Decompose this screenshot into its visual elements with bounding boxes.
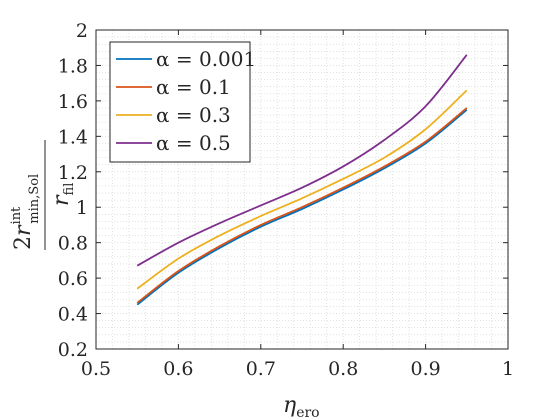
y-label-symbol: r — [11, 224, 36, 236]
y-label-subscript: min,Sol — [27, 174, 42, 224]
x-tick-label: 0.7 — [246, 358, 276, 380]
y-tick-label: 0.2 — [58, 339, 88, 361]
y-tick-label: 1 — [76, 197, 88, 219]
series-line-1 — [136, 109, 468, 306]
y-label-denominator-symbol: r — [49, 194, 74, 206]
y-tick-label: 2 — [76, 20, 88, 42]
y-axis: 0.2 0.4 0.6 0.8 1 1.2 1.4 1.6 1.8 2 — [58, 20, 508, 361]
x-label-subscript: ero — [296, 405, 319, 420]
y-label-denominator-subscript: fil — [62, 183, 77, 196]
series-line-2 — [136, 107, 468, 304]
y-tick-label: 1.8 — [58, 55, 88, 77]
x-label-symbol: η — [283, 393, 296, 418]
y-axis-label: 2rint min,Sol rfil — [9, 140, 77, 250]
y-tick-label: 1.2 — [58, 162, 88, 184]
y-tick-label: 1.4 — [58, 126, 88, 148]
legend-label: α = 0.1 — [156, 75, 231, 99]
legend-label: α = 0.001 — [156, 47, 256, 71]
legend: α = 0.001 α = 0.1 α = 0.3 α = 0.5 — [109, 41, 256, 163]
y-tick-label: 0.6 — [58, 268, 88, 290]
plot-frame — [95, 29, 509, 350]
x-tick-label: 0.8 — [328, 358, 358, 380]
x-axis: 0.5 0.6 0.7 0.8 0.9 1 — [81, 30, 514, 380]
y-tick-label: 0.8 — [58, 233, 88, 255]
y-tick-label: 1.6 — [58, 91, 88, 113]
x-tick-label: 0.5 — [81, 358, 111, 380]
x-tick-label: 0.9 — [410, 358, 440, 380]
series-line-4 — [136, 54, 468, 267]
series-lines — [136, 54, 468, 306]
series-line-3 — [136, 89, 468, 290]
x-axis-label: ηero — [283, 393, 320, 420]
legend-label: α = 0.5 — [156, 131, 231, 155]
x-tick-label: 0.6 — [163, 358, 193, 380]
y-label-numerator: 2rint min,Sol — [9, 174, 42, 250]
x-tick-label: 1 — [502, 358, 514, 380]
y-label-coef: 2 — [11, 236, 36, 250]
y-label-denominator: rfil — [49, 183, 77, 206]
legend-label: α = 0.3 — [156, 103, 231, 127]
y-label-superscript: int — [9, 206, 24, 225]
y-tick-label: 0.4 — [58, 304, 88, 326]
grid — [96, 30, 508, 349]
legend-box — [109, 41, 251, 163]
